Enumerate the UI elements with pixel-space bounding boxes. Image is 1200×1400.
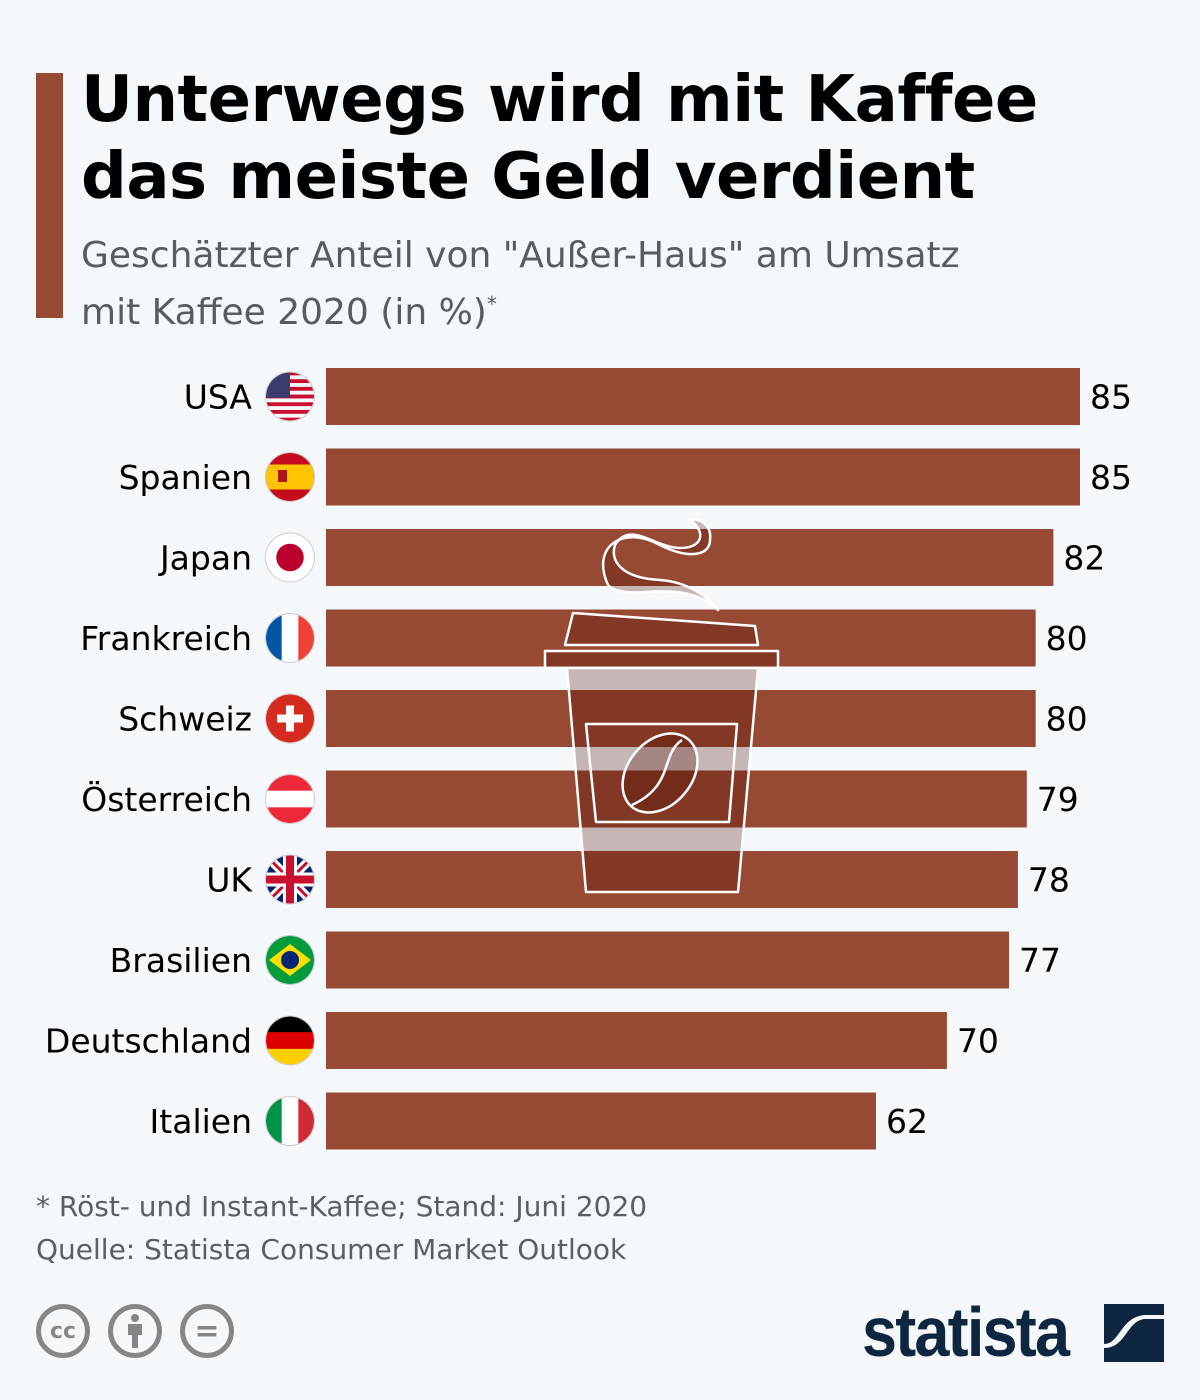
bar-row: UK 78 (206, 851, 1070, 908)
flag-usa-icon (266, 372, 314, 421)
bar-row: Schweiz 80 (118, 690, 1088, 747)
value-label: 80 (1046, 700, 1088, 739)
category-label: Schweiz (118, 700, 252, 739)
bar (326, 1012, 947, 1069)
bar (326, 529, 1054, 586)
bar (326, 690, 1036, 747)
flag-uk-icon (266, 855, 314, 904)
footnote-mark: * (486, 292, 497, 316)
bar (326, 770, 1027, 828)
attribution-icon[interactable] (108, 1304, 162, 1358)
coffee-cup-icon (543, 518, 780, 894)
bar-row: USA 85 (184, 368, 1132, 425)
value-label: 78 (1028, 861, 1070, 900)
bar-row: Österreich 79 (81, 770, 1079, 828)
flag-spain-icon (266, 453, 314, 501)
bar-row: Frankreich 80 (80, 609, 1088, 667)
value-label: 85 (1090, 378, 1132, 417)
bar (326, 851, 1018, 908)
bar (326, 609, 1036, 667)
footnote: * Röst- und Instant-Kaffee; Stand: Juni … (36, 1190, 648, 1223)
category-label: Österreich (81, 779, 252, 819)
bar (326, 931, 1010, 989)
nd-label: = (194, 1313, 220, 1349)
category-label: Japan (158, 539, 252, 578)
bar (326, 448, 1080, 506)
title-line-2: das meiste Geld verdient (81, 140, 975, 214)
source: Quelle: Statista Consumer Market Outlook (36, 1233, 627, 1266)
flag-switzerland-icon (266, 694, 314, 743)
bar-row: Italien 62 (150, 1092, 928, 1150)
title-accent-bar (36, 73, 63, 318)
page-title: Unterwegs wird mit Kaffee das meiste Gel… (81, 62, 1038, 216)
value-label: 79 (1037, 780, 1079, 819)
statista-logo-mark-icon (1104, 1304, 1164, 1362)
category-label: UK (206, 861, 253, 900)
bar-row: Spanien 85 (119, 448, 1132, 506)
category-label: Frankreich (80, 619, 252, 658)
cc-icon[interactable]: cc (36, 1304, 90, 1358)
person-icon (128, 1314, 142, 1348)
cc-label: cc (49, 1318, 77, 1344)
flag-japan-icon (266, 533, 314, 582)
flag-france-icon (266, 614, 314, 662)
statista-logo[interactable]: statista (862, 1293, 1070, 1371)
value-label: 77 (1019, 941, 1061, 980)
value-label: 85 (1090, 458, 1132, 497)
value-label: 70 (957, 1022, 999, 1061)
subtitle-line-2: mit Kaffee 2020 (in %) (81, 292, 487, 333)
value-label: 82 (1063, 539, 1105, 578)
subtitle-line-1: Geschätzter Anteil von "Außer-Haus" am U… (81, 235, 960, 276)
bar-row: Deutschland 70 (45, 1012, 999, 1069)
flag-italy-icon (266, 1097, 314, 1145)
value-label: 80 (1046, 619, 1088, 658)
bar-row: Japan 82 (158, 529, 1105, 586)
flag-germany-icon (266, 1016, 314, 1065)
category-label: Spanien (119, 458, 252, 497)
bar-row: Brasilien 77 (110, 931, 1061, 989)
category-label: Brasilien (110, 941, 252, 980)
title-line-1: Unterwegs wird mit Kaffee (81, 63, 1038, 137)
category-label: Italien (150, 1102, 252, 1141)
no-derivatives-icon[interactable]: = (180, 1304, 234, 1358)
bar (326, 1092, 876, 1150)
bar (326, 368, 1080, 425)
category-label: Deutschland (45, 1022, 252, 1061)
subtitle: Geschätzter Anteil von "Außer-Haus" am U… (81, 232, 960, 337)
category-label: USA (184, 378, 253, 417)
flag-austria-icon (266, 775, 314, 823)
flag-brazil-icon (266, 936, 314, 984)
value-label: 62 (886, 1102, 928, 1141)
